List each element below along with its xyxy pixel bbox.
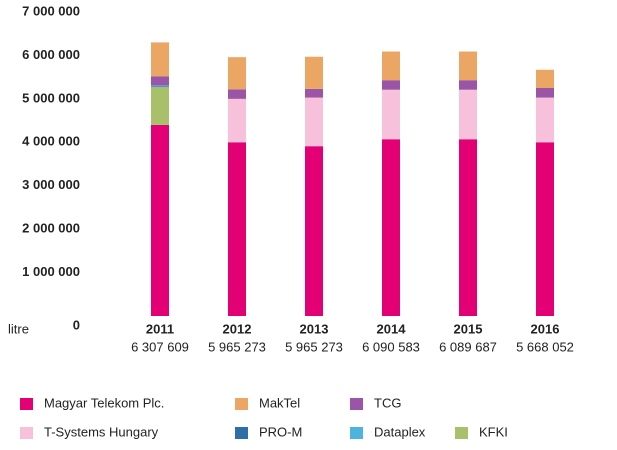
y-tick-label: 5 000 000 [22, 90, 80, 105]
legend-label: TCG [374, 395, 401, 410]
legend-label: KFKI [479, 424, 508, 439]
legend-label: Magyar Telekom Plc. [44, 395, 164, 410]
bar-segment [382, 139, 400, 316]
y-tick-label: 1 000 000 [22, 264, 80, 279]
legend-label: T-Systems Hungary [44, 424, 159, 439]
bar-segment [382, 80, 400, 90]
bar-segment [382, 89, 400, 140]
y-tick-label: 6 000 000 [22, 47, 80, 62]
legend-swatch [20, 427, 33, 439]
legend-label: MakTel [259, 395, 300, 410]
y-tick-label: 0 [73, 317, 80, 332]
bar-segment [459, 139, 477, 316]
y-tick-label: 3 000 000 [22, 177, 80, 192]
bar-segment [305, 97, 323, 147]
total-label: 5 965 273 [208, 339, 266, 354]
bar-segment [228, 89, 246, 99]
x-tick-label: 2014 [377, 321, 407, 336]
bar-segment [459, 51, 477, 81]
bar-segment [228, 57, 246, 90]
y-axis-label: litre [8, 321, 29, 336]
x-tick-label: 2016 [531, 321, 560, 336]
bar-segment [536, 142, 554, 316]
total-label: 5 965 273 [285, 339, 343, 354]
bar-segment [151, 86, 169, 88]
x-tick-label: 2015 [454, 321, 483, 336]
bar-segment [151, 124, 169, 317]
x-tick-label: 2013 [300, 321, 329, 336]
legend-label: PRO-M [259, 424, 302, 439]
legend-swatch [235, 427, 248, 439]
total-label: 5 668 052 [516, 339, 574, 354]
legend-swatch [455, 427, 468, 439]
bar-segment [459, 89, 477, 140]
x-tick-label: 2012 [223, 321, 252, 336]
bar-segment [536, 69, 554, 88]
total-label: 6 089 687 [439, 339, 497, 354]
bar-segment [536, 88, 554, 98]
x-tick-label: 2011 [146, 321, 174, 336]
bar-segment [228, 142, 246, 316]
y-tick-label: 7 000 000 [22, 3, 80, 18]
legend-label: Dataplex [374, 424, 426, 439]
legend-swatch [350, 398, 363, 410]
legend-swatch [350, 427, 363, 439]
bar-segment [382, 51, 400, 81]
bar-segment [305, 56, 323, 89]
y-tick-label: 4 000 000 [22, 134, 80, 149]
bar-segment [228, 98, 246, 143]
legend-swatch [235, 398, 248, 410]
bar-segment [305, 146, 323, 316]
y-tick-label: 2 000 000 [22, 221, 80, 236]
bar-segment [536, 97, 554, 143]
bar-segment [151, 87, 169, 125]
legend-swatch [20, 398, 33, 410]
bar-segment [305, 88, 323, 98]
total-label: 6 090 583 [362, 339, 420, 354]
bar-segment [151, 85, 169, 87]
bar-segment [459, 80, 477, 90]
total-label: 6 307 609 [131, 339, 189, 354]
bar-segment [151, 76, 169, 86]
bar-segment [151, 42, 169, 77]
